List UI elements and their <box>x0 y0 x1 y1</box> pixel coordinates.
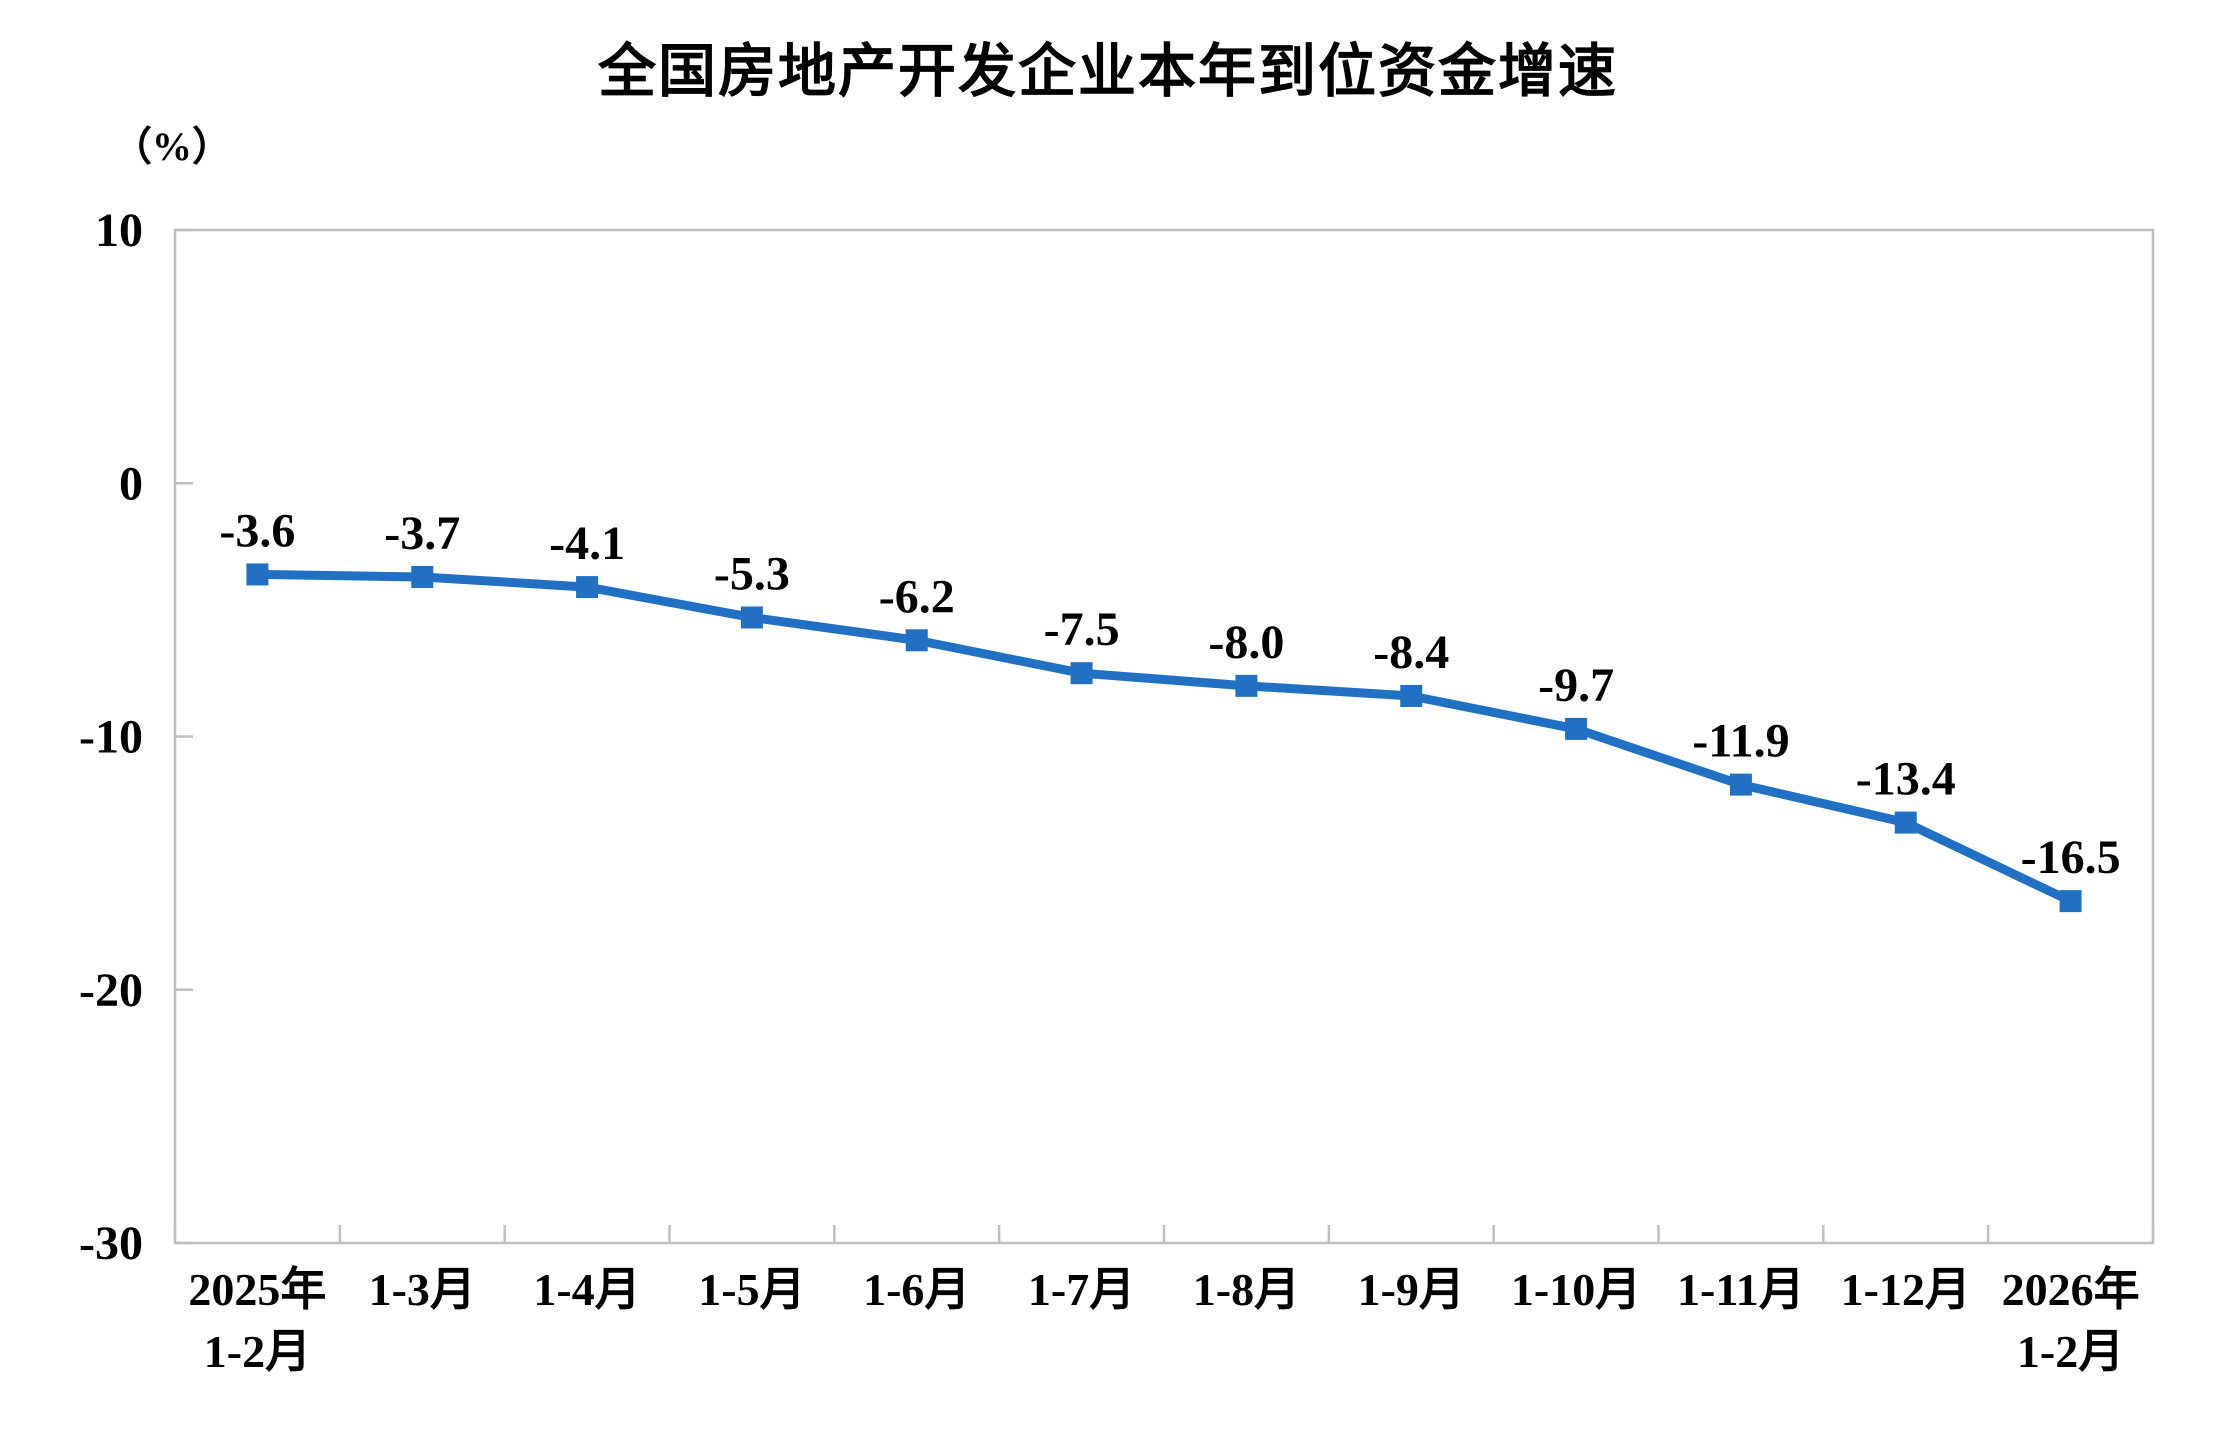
x-axis-tick-label: 1-11月 <box>1677 1264 1805 1315</box>
y-axis-unit-label: （%） <box>112 124 232 169</box>
x-axis-tick-label: 1-12月 <box>1841 1264 1971 1315</box>
x-axis-tick-label: 1-8月 <box>1193 1264 1300 1315</box>
data-point-label: -16.5 <box>2021 831 2121 884</box>
x-axis-tick-label: 2026年 1-2月 <box>2002 1264 2140 1377</box>
data-point-marker[interactable] <box>411 565 434 588</box>
data-point-marker[interactable] <box>1235 674 1258 697</box>
y-axis-tick-label: -30 <box>79 1217 143 1270</box>
data-point-label: -6.2 <box>879 570 955 623</box>
plot-border <box>173 228 2155 1245</box>
data-point-label: -13.4 <box>1856 753 1956 806</box>
x-axis-tick-label: 2025年 1-2月 <box>188 1264 326 1377</box>
data-point-label: -8.4 <box>1373 626 1449 679</box>
data-point-marker[interactable] <box>1729 773 1752 796</box>
data-point-marker[interactable] <box>1400 684 1423 707</box>
data-point-label: -7.5 <box>1044 603 1120 656</box>
data-point-label: -9.7 <box>1538 659 1614 712</box>
data-point-marker[interactable] <box>2059 890 2082 913</box>
data-point-marker[interactable] <box>576 576 599 599</box>
chart-title: 全国房地产开发企业本年到位资金增速 <box>597 39 1618 104</box>
x-axis-tick-label: 1-6月 <box>863 1264 970 1315</box>
x-axis-tick-label: 1-5月 <box>698 1264 805 1315</box>
data-point-label: -8.0 <box>1208 616 1284 669</box>
y-axis-tick-label: -10 <box>79 711 143 764</box>
data-point-label: -5.3 <box>714 547 790 600</box>
data-point-marker[interactable] <box>246 563 269 586</box>
data-point-marker[interactable] <box>1894 811 1917 834</box>
data-point-marker[interactable] <box>905 629 928 652</box>
data-point-marker[interactable] <box>740 606 763 629</box>
x-axis-tick-label: 1-9月 <box>1358 1264 1465 1315</box>
x-axis-tick-label: 1-10月 <box>1511 1264 1641 1315</box>
y-axis-tick-label: 10 <box>95 204 143 257</box>
y-axis-tick-label: 0 <box>119 457 143 510</box>
x-axis-tick-label: 1-4月 <box>533 1264 640 1315</box>
data-point-label: -3.6 <box>219 504 295 557</box>
data-point-marker[interactable] <box>1070 662 1093 685</box>
data-line <box>252 569 2076 906</box>
data-point-marker[interactable] <box>1565 717 1588 740</box>
data-point-label: -3.7 <box>384 507 460 560</box>
y-axis-tick-label: -20 <box>79 964 143 1017</box>
data-point-label: -4.1 <box>549 517 625 570</box>
x-axis-tick-label: 1-3月 <box>369 1264 476 1315</box>
data-point-label: -11.9 <box>1692 715 1789 768</box>
x-axis-tick-label: 1-7月 <box>1028 1264 1135 1315</box>
